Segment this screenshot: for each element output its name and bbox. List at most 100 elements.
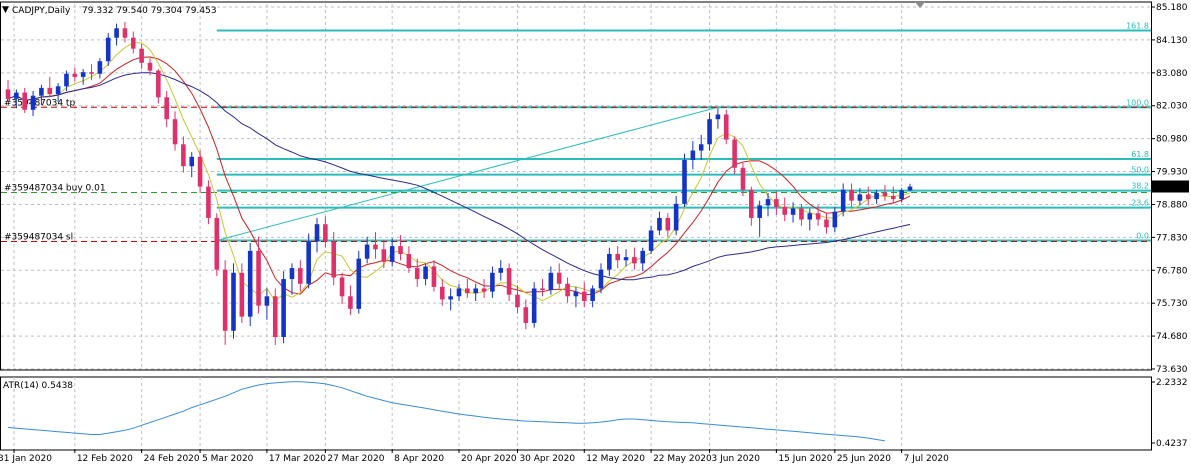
candle-body	[799, 208, 804, 220]
date-label: 8 Apr 2020	[394, 454, 444, 464]
candle-body	[648, 230, 654, 251]
fib-trendline[interactable]	[216, 106, 719, 241]
candle	[623, 249, 629, 267]
candle-body	[331, 241, 337, 278]
candle-body	[548, 272, 554, 291]
price-tick-label: 85.180	[1156, 3, 1188, 13]
candle	[5, 80, 11, 102]
order-line-label: #359487034 sl	[4, 232, 73, 242]
candle-body	[47, 87, 53, 95]
candle	[774, 191, 779, 215]
price-tick-label: 75.730	[1156, 299, 1188, 309]
candle-body	[139, 48, 144, 63]
candle-body	[723, 114, 729, 140]
candle	[506, 263, 512, 301]
candle	[398, 235, 403, 261]
candle	[298, 260, 303, 292]
candle-body	[815, 213, 821, 220]
candle-body	[807, 213, 813, 220]
candle-body	[556, 272, 562, 284]
candle	[749, 186, 754, 226]
price-tick-label: 74.680	[1156, 332, 1188, 342]
candle	[481, 279, 487, 298]
candle-body	[281, 279, 286, 338]
price-axis: 85.180 84.130 83.080 82.030 80.980 79.930 78.8…	[1151, 3, 1189, 375]
candle-body	[657, 217, 662, 231]
candle-body	[222, 269, 228, 331]
candle-body	[256, 250, 261, 306]
date-label: 12 May 2020	[586, 454, 645, 464]
candle	[890, 186, 896, 204]
price-tick-label: 77.830	[1156, 233, 1188, 243]
candle-body	[540, 288, 545, 291]
scroll-marker-icon[interactable]	[915, 2, 925, 8]
candle-body	[899, 190, 904, 200]
candle-body	[197, 156, 203, 187]
candle	[264, 288, 270, 320]
candle-body	[448, 296, 453, 300]
candle	[97, 58, 103, 79]
candle	[782, 197, 788, 222]
candle-body	[840, 189, 846, 212]
candle-body	[907, 186, 913, 191]
candle-body	[439, 286, 445, 300]
candle-body	[206, 186, 211, 218]
date-label: 3 Jun 2020	[712, 454, 761, 464]
candle	[55, 83, 61, 102]
candle	[665, 213, 671, 237]
candle	[556, 263, 562, 289]
candle	[139, 43, 144, 70]
candle	[72, 67, 78, 82]
candle	[598, 263, 604, 294]
candle	[181, 136, 186, 173]
candle	[189, 152, 195, 178]
fibonacci-levels[interactable]: 161.8 100.0 61.8 50.0 38.2 23.6 0.0	[216, 22, 1151, 242]
order-lines[interactable]: #359487034 tp #359487034 buy 0.01 #3594870…	[1, 98, 1151, 242]
price-tick-label: 84.130	[1156, 36, 1188, 46]
candle-body	[247, 250, 253, 317]
candle	[239, 263, 245, 323]
date-label: 12 Feb 2020	[77, 454, 133, 464]
candle-body	[339, 277, 345, 297]
candle	[648, 225, 654, 254]
date-label: 30 Apr 2020	[519, 454, 575, 464]
candle-body	[147, 62, 153, 71]
candle-body	[615, 253, 620, 261]
candle	[105, 33, 111, 66]
candle	[490, 266, 495, 298]
candle-body	[640, 250, 646, 264]
date-label: 7 Jul 2020	[904, 454, 949, 464]
candle	[331, 232, 337, 286]
candle-body	[39, 87, 44, 96]
candle-body	[264, 296, 270, 306]
candle-body	[623, 257, 629, 261]
candle-body	[749, 189, 754, 218]
candle	[448, 288, 453, 311]
candle-body	[423, 266, 428, 280]
candle-body	[506, 268, 512, 295]
candle	[799, 203, 804, 226]
candle-body	[632, 257, 637, 264]
price-tick-label: 80.980	[1156, 135, 1188, 145]
candle	[256, 236, 261, 314]
date-label: 27 Mar 2020	[327, 454, 384, 464]
candle-body	[130, 37, 136, 49]
price-tick-label: 78.880	[1156, 200, 1188, 210]
candle	[389, 238, 395, 267]
candle	[348, 285, 353, 316]
date-axis: 31 Jan 2020 12 Feb 2020 24 Feb 2020 5 Mar 2…	[0, 449, 949, 464]
candle	[147, 58, 153, 76]
candle-body	[473, 288, 479, 294]
chart-symbol-arrow-icon[interactable]: ▼	[2, 5, 9, 15]
candle	[456, 283, 462, 301]
candle	[356, 250, 362, 314]
candle-body	[523, 307, 529, 323]
candle-body	[732, 139, 737, 168]
candle-body	[306, 241, 311, 284]
date-label: 5 Mar 2020	[202, 454, 254, 464]
candle-body	[490, 272, 495, 292]
date-label: 31 Jan 2020	[0, 454, 52, 464]
candle	[214, 213, 220, 276]
candle	[247, 243, 253, 327]
